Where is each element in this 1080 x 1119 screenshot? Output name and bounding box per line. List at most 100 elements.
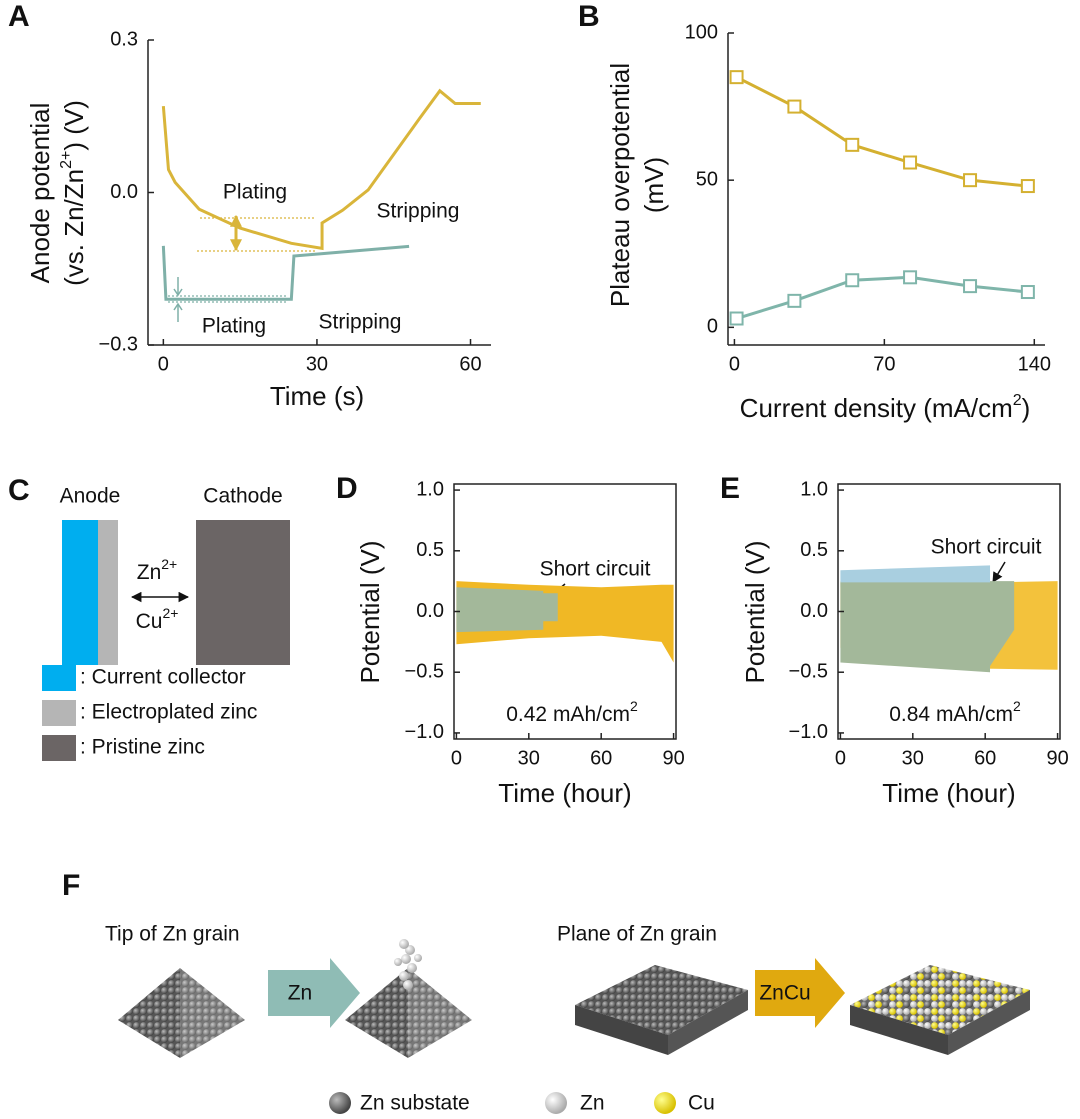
ion-label: Zn2+ [137,556,177,584]
y-tick-label: −0.5 [789,660,828,682]
block-arrow [268,958,360,1028]
y-tick-label: 0.5 [800,539,828,561]
slab [575,965,748,1055]
y-tick-label: 1.0 [416,478,444,500]
superscript: 2 [1013,392,1022,409]
panel-label: C [8,474,30,507]
panel-label: A [8,0,30,33]
marker [903,155,918,170]
x-tick-label: 60 [590,747,612,769]
superscript: 2+ [161,556,177,572]
label-part: ) [1022,393,1031,423]
electroplated-zinc [98,520,118,665]
data-line [735,75,1029,188]
x-tick-label: 90 [1046,747,1068,769]
legend-label: Zn [580,1092,605,1115]
y-axis-label: Potential (V) [355,540,385,683]
caption: Tip of Zn grain [105,923,240,946]
marker [787,293,802,308]
marker [1020,179,1035,194]
annotation: 0.84 mAh/cm2 [889,698,1021,726]
block-arrow [755,958,845,1028]
annotation: Plating [202,315,266,338]
pristine-zinc [196,520,290,665]
y-tick-label: 1.0 [800,478,828,500]
annotation: Short circuit [931,536,1042,559]
x-tick-label: 70 [873,353,895,375]
label-part: Current density (mA/cm [740,393,1013,423]
marker [903,270,918,285]
data-line [161,244,410,301]
x-tick-label: 140 [1018,353,1051,375]
marker [963,279,978,294]
label-part: 0.42 mAh/cm [506,703,630,726]
superscript: 2 [1013,698,1021,714]
current-collector [62,520,98,665]
annotation: Plating [223,181,287,204]
legend-marker [545,1092,567,1114]
annotation: Stripping [377,200,460,223]
y-tick-label: 0.0 [110,181,138,203]
y-tick-label: 0.0 [416,600,444,622]
legend-label: Zn substate [360,1092,470,1115]
legend-swatch [42,735,76,761]
panel-label: D [336,472,358,505]
pyramid [345,939,472,1058]
slab [850,965,1030,1055]
x-tick-label: 30 [306,353,328,375]
y-tick-label: −1.0 [405,721,444,743]
label-part: (vs. Zn/Zn [59,169,89,286]
superscript: 2 [630,698,638,714]
y-tick-label: 0 [707,316,718,338]
superscript: 2+ [58,151,75,169]
y-tick-label: −0.3 [99,333,138,355]
legend-marker [329,1092,351,1114]
x-tick-label: 30 [518,747,540,769]
legend-swatch [42,700,76,726]
y-tick-label: 0.3 [110,28,138,50]
x-axis-label: Time (hour) [882,778,1015,808]
data-band [840,581,1015,673]
x-tick-label: 0 [158,353,169,375]
x-tick-label: 0 [729,353,740,375]
panel-label: E [720,472,740,505]
pyramid [118,968,245,1058]
superscript: 2+ [162,605,178,621]
y-tick-label: −1.0 [789,721,828,743]
y-axis-label: Plateau overpotential [605,63,635,307]
x-tick-label: 60 [974,747,996,769]
label-part: ) (V) [59,100,89,151]
label-part: Zn [137,561,162,584]
x-tick-label: 30 [902,747,924,769]
y-axis-label: Potential (V) [740,540,770,683]
marker [729,311,744,326]
legend-swatch [42,665,76,691]
cathode-label: Cathode [203,485,282,508]
legend-marker [654,1092,676,1114]
mechanism-diagram: Tip of Zn grain Plane of Zn grain Zn ZnC… [105,923,1030,1115]
legend-label: : Current collector [80,666,246,689]
legend-label: : Pristine zinc [80,736,205,759]
anode-label: Anode [60,485,121,508]
data-line [161,88,481,251]
marker [729,70,744,85]
marker [1020,285,1035,300]
annotation: Short circuit [540,558,651,581]
arrow [992,561,1006,583]
guides [168,217,316,303]
x-tick-label: 60 [459,353,481,375]
marker [787,99,802,114]
x-axis-label: Current density (mA/cm2) [740,392,1031,423]
legend-label: Cu [688,1092,715,1115]
annotation: 0.42 mAh/cm2 [506,698,638,726]
label-part: Cu [136,610,163,633]
y-tick-label: 50 [696,168,718,190]
legend-label: : Electroplated zinc [80,701,257,724]
annotation: Stripping [319,311,402,334]
panel-label: F [62,869,80,902]
marker [845,273,860,288]
x-axis-label: Time (hour) [498,778,631,808]
data-band [456,587,558,633]
y-tick-label: −0.5 [405,660,444,682]
